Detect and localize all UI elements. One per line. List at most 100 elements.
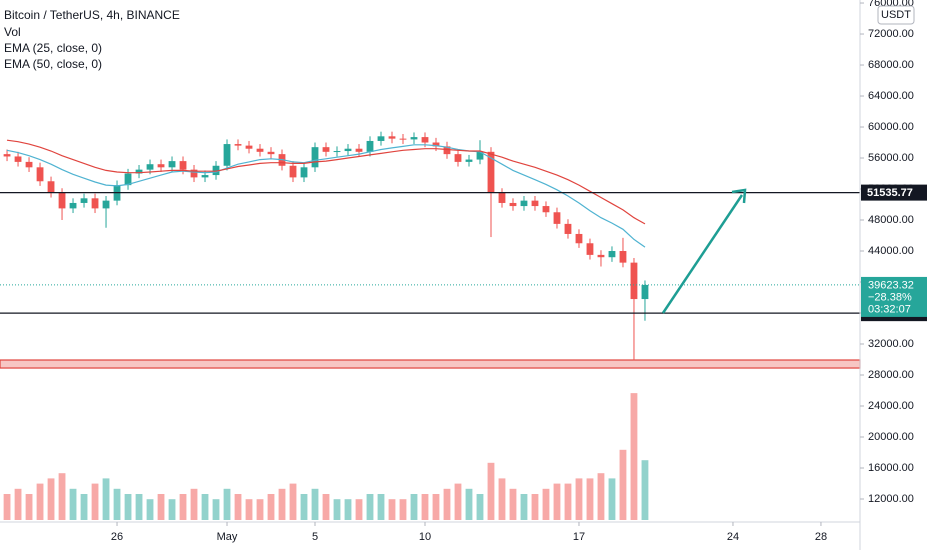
volume-bar: [531, 494, 539, 520]
candle-body: [377, 136, 385, 141]
candle-body: [487, 151, 495, 193]
candle-body: [47, 181, 55, 193]
volume-bar: [564, 483, 572, 520]
candle-body: [300, 167, 308, 178]
currency: USDT: [881, 9, 911, 21]
volume-bar: [25, 494, 33, 520]
last-price-label: 39623.32: [868, 279, 914, 291]
candle-body: [14, 156, 22, 162]
volume-bar: [366, 494, 374, 520]
volume-bar: [443, 488, 451, 520]
last-change: −28.38%: [868, 291, 912, 303]
arrow-head: [731, 188, 747, 204]
candle-body: [630, 262, 638, 300]
y-tick-label: 32000.00: [868, 338, 914, 350]
level-label-box: [861, 184, 927, 201]
volume-bar: [190, 488, 198, 520]
y-tick-label: 24000.00: [868, 400, 914, 412]
candle-body: [355, 148, 363, 152]
support-zone: [0, 359, 861, 369]
candle-body: [223, 144, 231, 166]
x-tick-label: 24: [727, 531, 739, 543]
volume-bar: [520, 494, 528, 520]
volume-bar: [146, 499, 154, 520]
candle-body: [531, 200, 539, 207]
volume-bar: [476, 494, 484, 520]
volume-bar: [509, 488, 517, 520]
x-tick-label: 5: [312, 531, 318, 543]
volume-bar: [234, 494, 242, 520]
volume-bar: [421, 494, 429, 520]
volume-bar: [91, 483, 99, 520]
volume-bar: [619, 449, 627, 520]
candle-body: [80, 198, 88, 203]
candle-body: [608, 251, 616, 258]
candle-body: [124, 173, 132, 186]
volume-bar: [641, 460, 649, 520]
volume-bar: [212, 499, 220, 520]
candle-body: [388, 136, 396, 139]
volume-bar: [311, 488, 319, 520]
candle-body: [146, 164, 154, 170]
candle-body: [256, 148, 264, 152]
candle-body: [267, 151, 275, 155]
candle-body: [619, 251, 627, 263]
candle-body: [102, 200, 110, 209]
volume-bar: [465, 488, 473, 520]
x-tick-label: 10: [419, 531, 431, 543]
volume-bar: [58, 473, 66, 520]
candle-body: [509, 202, 517, 207]
y-tick-label: 48000.00: [868, 214, 914, 226]
volume-bar: [14, 488, 22, 520]
ema-line: [6, 144, 646, 248]
last-price-box: [861, 276, 927, 317]
candle-body: [91, 198, 99, 209]
volume-bar: [454, 483, 462, 520]
candle-body: [135, 169, 143, 174]
volume-bar: [289, 483, 297, 520]
volume-bar: [69, 488, 77, 520]
candle-body: [36, 167, 44, 182]
volume-bar: [432, 494, 440, 520]
candle-body: [421, 137, 429, 143]
candle-body: [212, 165, 220, 176]
volume-bar: [179, 494, 187, 520]
y-tick-label: 20000.00: [868, 431, 914, 443]
volume-bar: [300, 494, 308, 520]
candle-body: [245, 145, 253, 149]
volume-bar: [168, 499, 176, 520]
candle-body: [564, 223, 572, 234]
candle-body: [553, 212, 561, 224]
candle-body: [289, 165, 297, 178]
volume-bar: [630, 393, 638, 520]
volume-bar: [201, 494, 209, 520]
candle-body: [465, 159, 473, 162]
candle-body: [234, 144, 242, 146]
volume-bar: [608, 478, 616, 520]
volume-bar: [487, 462, 495, 520]
countdown: 03:32:07: [868, 303, 911, 315]
volume-bar: [333, 499, 341, 520]
volume-bar: [553, 483, 561, 520]
candle-body: [443, 146, 451, 155]
plot: [0, 131, 861, 520]
candle-body: [157, 164, 165, 168]
candle-body: [58, 192, 66, 209]
candle-body: [201, 175, 209, 178]
y-tick-label: 60000.00: [868, 121, 914, 133]
volume-bar: [135, 494, 143, 520]
x-tick-label: 26: [111, 531, 123, 543]
volume-bar: [102, 478, 110, 520]
candle-body: [344, 148, 352, 152]
volume-bar: [36, 483, 44, 520]
volume-bar: [542, 488, 550, 520]
volume-bar: [399, 499, 407, 520]
volume-bar: [586, 478, 594, 520]
indicator: EMA (50, close, 0): [4, 57, 102, 71]
volume-bar: [47, 478, 55, 520]
volume-bar: [322, 494, 330, 520]
candle-body: [641, 284, 649, 300]
level-label: 51535.77: [867, 187, 913, 199]
volume-bar: [410, 494, 418, 520]
